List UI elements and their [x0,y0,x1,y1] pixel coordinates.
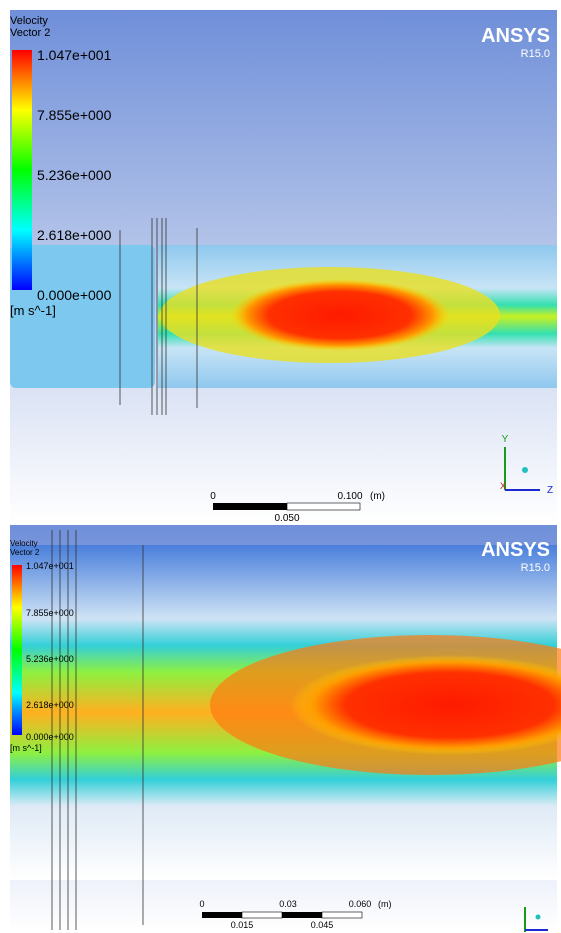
legend-label: 0.000e+000 [26,732,74,742]
legend-label: 1.047e+001 [37,47,112,63]
scale-label: 0.015 [231,920,254,930]
scale-label: 0.050 [274,513,299,524]
scale-bar [202,912,242,918]
brand: ANSYS [481,539,550,561]
legend-label: 7.855e+000 [26,608,74,618]
scale-label: 0 [210,491,216,502]
screenshot: Velocity Vector 2 1.047e+001 7.855e+000 … [0,0,561,933]
scale-bar [242,912,282,918]
scale-bar [322,912,362,918]
legend-label: 5.236e+000 [26,654,74,664]
scale-label: 0 [199,899,204,909]
legend-label: 7.855e+000 [37,107,112,123]
legend-title: Velocity [10,15,48,27]
legend-label: 2.618e+000 [26,700,74,710]
scale-label: 0.045 [311,920,334,930]
legend-label: 5.236e+000 [37,167,112,183]
page: Velocity Vector 2 1.047e+001 7.855e+000 … [0,0,561,933]
legend-title: Vector 2 [10,27,50,39]
scale-bar [282,912,322,918]
legend-unit: [m s^-1] [10,743,42,753]
scale-label: (m) [378,899,392,909]
version: R15.0 [521,562,550,574]
legend-label: 1.047e+001 [26,561,74,571]
legend-label: 0.000e+000 [37,287,112,303]
legend-title: Velocity [10,539,38,548]
panel-2: Velocity Vector 2 1.047e+001 7.855e+000 … [10,525,561,932]
legend-label: 2.618e+000 [37,227,112,243]
scale-label: 0.03 [279,899,297,909]
version: R15.0 [521,48,550,60]
scale-label: (m) [370,491,385,502]
axis-label: Y [502,434,509,445]
color-bar [12,50,32,290]
axis-label: Z [547,485,553,496]
color-bar [12,565,22,735]
scale-label: 0.100 [337,491,362,502]
legend-title: Vector 2 [10,548,40,557]
axis-label: X [500,481,506,491]
brand: ANSYS [481,25,550,47]
panel-1: Velocity Vector 2 1.047e+001 7.855e+000 … [10,10,557,524]
scale-bar [213,503,287,510]
scale-bar [287,503,360,510]
legend-unit: [m s^-1] [10,303,56,318]
scale-label: 0.060 [349,899,372,909]
jet-core [230,279,450,351]
